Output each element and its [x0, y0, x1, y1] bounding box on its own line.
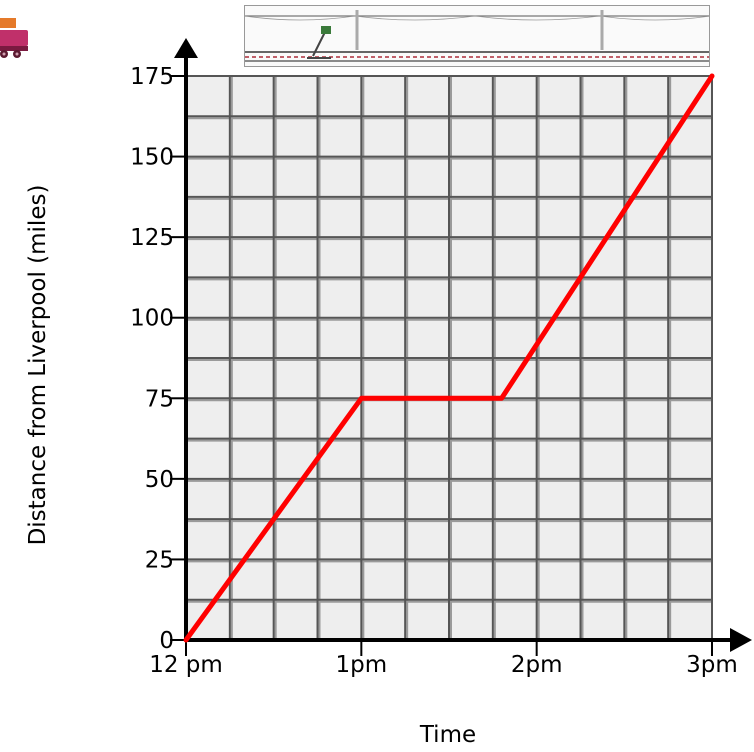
train-icon — [0, 18, 28, 58]
x-tick-label: 12 pm — [149, 652, 223, 678]
y-tick-label: 175 — [130, 64, 174, 90]
x-axis-ticks: 12 pm 1pm 2pm 3pm — [149, 640, 738, 678]
railway-scene-icon — [244, 5, 710, 67]
y-tick-label: 25 — [145, 547, 174, 573]
x-tick-label: 3pm — [686, 652, 738, 678]
y-tick-label: 125 — [130, 225, 174, 251]
y-tick-label: 50 — [145, 467, 174, 493]
x-tick-label: 1pm — [336, 652, 388, 678]
series-line — [183, 73, 715, 643]
y-axis-title: Distance from Liverpool (miles) — [25, 185, 51, 546]
y-tick-label: 150 — [130, 145, 174, 171]
x-axis-title: Time — [419, 722, 476, 748]
y-tick-label: 100 — [130, 306, 174, 332]
x-axis-arrow — [730, 628, 752, 652]
y-axis-ticks: 0 25 50 75 100 125 150 175 — [130, 64, 186, 654]
series-layer — [183, 73, 715, 643]
y-tick-label: 75 — [145, 386, 174, 412]
y-tick-label: 0 — [159, 628, 174, 654]
axes — [174, 38, 752, 652]
x-tick-label: 2pm — [511, 652, 563, 678]
y-axis-arrow — [174, 38, 198, 58]
